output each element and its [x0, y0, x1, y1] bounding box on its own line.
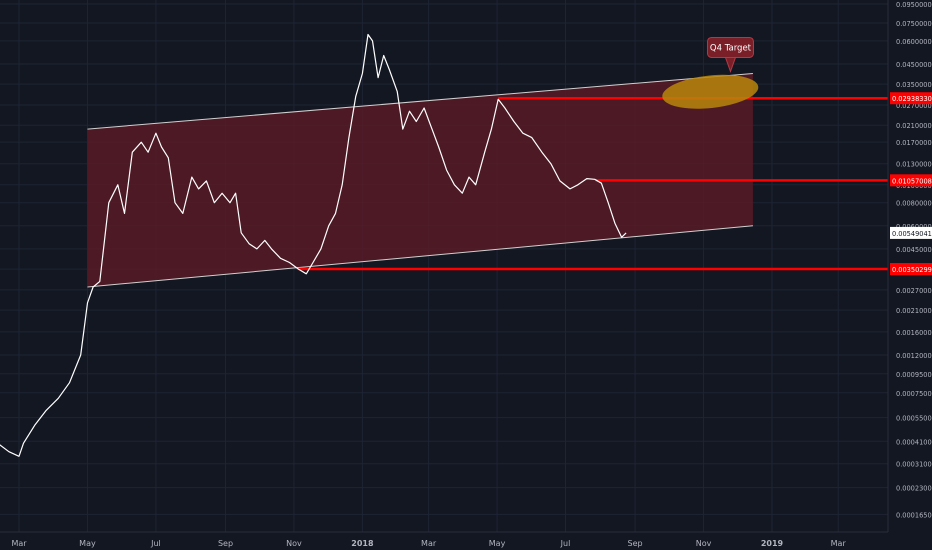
y-tick-label: 0.00023000: [896, 485, 932, 493]
x-tick-label: 2019: [761, 539, 784, 548]
x-tick-label: Jul: [560, 539, 571, 548]
x-tick-label: May: [489, 539, 506, 548]
y-tick-label: 0.00095000: [896, 371, 932, 379]
x-axis: Mar May Jul Sep Nov 2018 Mar May Jul Sep Nov 2019 Ma…: [0, 531, 888, 548]
price-channel: [87, 72, 753, 288]
target-zone-ellipse: [662, 74, 759, 109]
y-tick-label: 0.06000000: [896, 38, 932, 46]
y-tick-label: 0.00075000: [896, 390, 932, 398]
x-tick-label: Nov: [286, 539, 302, 548]
y-tick-label: 0.00031000: [896, 461, 932, 469]
q4-target-zone: [662, 74, 759, 109]
channel-lower-line: [87, 225, 753, 288]
y-tick-label: 0.04500000: [896, 61, 932, 69]
y-tick-label: 0.00160000: [896, 329, 932, 337]
x-tick-label: Mar: [831, 539, 847, 548]
y-tick-label: 0.00055000: [896, 415, 932, 423]
channel-upper-line: [87, 72, 753, 130]
y-tick-label: 0.00450000: [896, 246, 932, 254]
level-price-badge: [890, 92, 932, 105]
y-tick-label: 0.00270000: [896, 287, 932, 295]
level-price-label: 0.01057008: [892, 177, 932, 185]
current-price-label: 0.00549041: [892, 230, 932, 238]
y-tick-label: 0.00120000: [896, 352, 932, 360]
y-tick-label: 0.03500000: [896, 81, 932, 89]
y-tick-label: 0.02700000: [896, 102, 932, 110]
x-tick-label: Sep: [218, 539, 233, 548]
y-tick-label: 0.00600000: [896, 223, 932, 231]
y-tick-label: 0.00210000: [896, 307, 932, 315]
annotation-callout: Q4 Target: [706, 36, 754, 73]
price-labels: 0.02938330 0.01057008 0.00350299 0.00549041: [890, 92, 932, 276]
current-price-badge: [890, 226, 932, 239]
y-tick-label: 0.01700000: [896, 139, 932, 147]
level-price-label: 0.00350299: [892, 266, 932, 274]
x-tick-label: Sep: [628, 539, 643, 548]
level-price-badge: [890, 263, 932, 276]
price-line: [0, 33, 627, 457]
callout-text: Q4 Target: [710, 43, 752, 53]
callout-box: [706, 36, 754, 58]
x-tick-label: Mar: [11, 539, 27, 548]
y-tick-label: 0.07500000: [896, 20, 932, 28]
y-tick-label: 0.02100000: [896, 122, 932, 130]
level-price-badge: [890, 174, 932, 187]
y-tick-label: 0.09500000: [896, 1, 932, 9]
x-tick-label: May: [79, 539, 96, 548]
x-tick-label: Mar: [421, 539, 437, 548]
x-tick-label: Jul: [150, 539, 161, 548]
y-tick-label: 0.00016500: [896, 511, 932, 519]
price-series: [0, 33, 627, 457]
channel-fill: [87, 73, 753, 287]
level-price-label: 0.02938330: [892, 95, 932, 103]
x-tick-label: 2018: [351, 539, 374, 548]
y-tick-label: 0.01300000: [896, 161, 932, 169]
y-tick-label: 0.00800000: [896, 200, 932, 208]
x-tick-label: Nov: [696, 539, 712, 548]
y-tick-label: 0.00041000: [896, 438, 932, 446]
